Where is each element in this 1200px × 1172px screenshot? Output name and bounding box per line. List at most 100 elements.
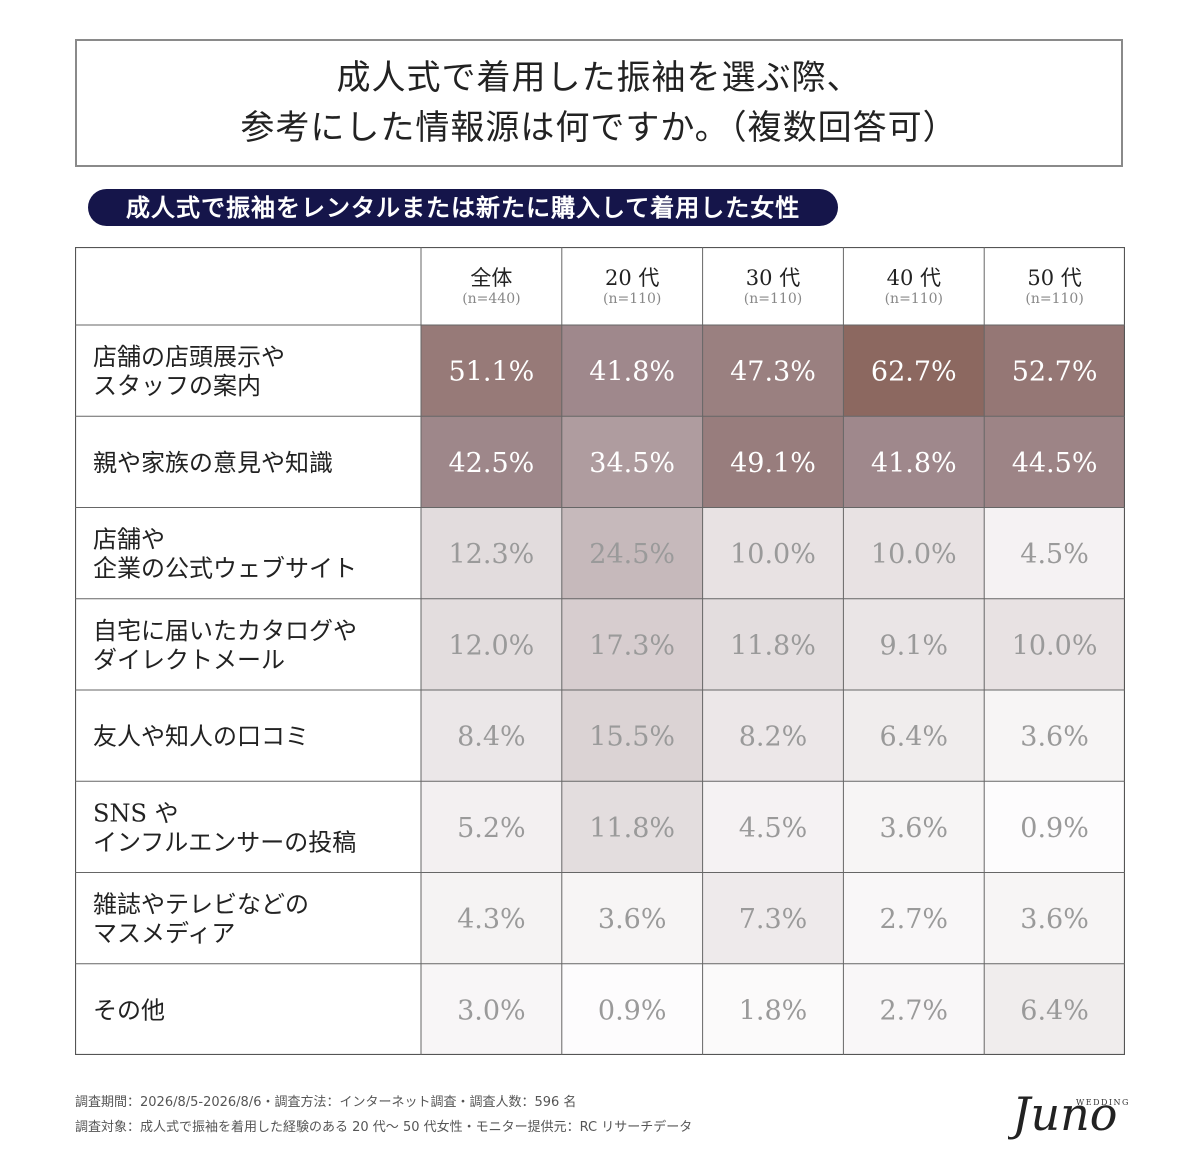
cell-bg-0-1: [561, 325, 703, 417]
cell-bg-5-3: [843, 781, 985, 873]
cell-value-7-2: 1.8%: [739, 995, 808, 1026]
cell-bg-4-4: [984, 690, 1125, 782]
cell-value-6-3: 2.7%: [879, 904, 948, 935]
cell-value-5-2: 4.5%: [739, 813, 808, 844]
cell-value-0-0: 51.1%: [449, 357, 535, 388]
cell-bg-7-2: [702, 963, 844, 1055]
cell-bg-3-1: [561, 598, 703, 690]
juno-logo-art: WEDDINGS Juno: [1004, 1087, 1135, 1141]
cell-bg-6-3: [843, 872, 985, 964]
cell-value-7-3: 2.7%: [879, 995, 948, 1026]
cell-value-6-2: 7.3%: [739, 904, 808, 935]
cell-value-5-1: 11.8%: [589, 813, 675, 844]
cell-value-6-1: 3.6%: [598, 904, 667, 935]
column-header-3: 40 代: [887, 266, 941, 290]
cell-value-7-1: 0.9%: [598, 995, 667, 1026]
footnote-line-2: 調査対象：成人式で振袖を着用した経験のある 20 代〜 50 代女性・モニター提…: [75, 1120, 693, 1135]
row-label-5-1: インフルエンサーの投稿: [93, 828, 356, 856]
cell-value-1-4: 44.5%: [1012, 448, 1098, 479]
table-border: [74, 246, 1126, 1056]
row-label-0-1: スタッフの案内: [93, 372, 261, 400]
column-n-0: (n=440): [462, 291, 520, 307]
cell-value-1-0: 42.5%: [449, 448, 535, 479]
subtitle-pill: 成人式で振袖をレンタルまたは新たに購入して着用した女性: [88, 189, 838, 226]
column-header-0: 全体: [470, 266, 512, 290]
cell-value-4-2: 8.2%: [739, 722, 808, 753]
cell-value-5-0: 5.2%: [457, 813, 526, 844]
logo-main-text: Juno: [1008, 1087, 1117, 1141]
cell-value-2-3: 10.0%: [871, 539, 957, 570]
cell-value-1-1: 34.5%: [589, 448, 675, 479]
cell-bg-3-4: [984, 598, 1125, 690]
cell-bg-5-2: [702, 781, 844, 873]
cell-value-3-0: 12.0%: [449, 630, 535, 661]
cell-bg-1-3: [843, 416, 985, 508]
data-table: 全体 (n=440) 20 代 (n=110) 30 代 (n=110) 40 代 (n=11…: [74, 246, 1126, 1056]
column-n-4: (n=110): [1025, 291, 1083, 307]
cell-value-5-3: 3.6%: [879, 813, 948, 844]
cell-bg-6-4: [984, 872, 1125, 964]
cell-bg-4-2: [702, 690, 844, 782]
cell-bg-7-0: [421, 963, 562, 1055]
cell-value-1-2: 49.1%: [730, 448, 816, 479]
cell-bg-0-4: [984, 325, 1125, 417]
cell-bg-1-1: [561, 416, 703, 508]
cell-bg-2-3: [843, 507, 985, 599]
cell-bg-1-2: [702, 416, 844, 508]
cell-bg-2-4: [984, 507, 1125, 599]
cell-value-0-2: 47.3%: [730, 357, 816, 388]
row-label-1-0: 親や家族の意見や知識: [93, 449, 333, 477]
row-label-3-0: 自宅に届いたカタログや: [93, 617, 357, 645]
cell-bg-5-0: [421, 781, 562, 873]
cell-value-3-1: 17.3%: [589, 630, 675, 661]
column-n-2: (n=110): [744, 291, 802, 307]
column-n-3: (n=110): [885, 291, 943, 307]
footnote-line-1: 調査期間：2026/8/5-2026/8/6・調査方法：インターネット調査・調査…: [75, 1095, 577, 1110]
cell-value-4-1: 15.5%: [589, 722, 675, 753]
title-line-1: 成人式で着用した振袖を選ぶ際、: [336, 58, 862, 98]
cell-bg-2-0: [421, 507, 562, 599]
cell-bg-5-4: [984, 781, 1125, 873]
cell-value-7-4: 6.4%: [1020, 995, 1089, 1026]
cell-bg-0-0: [421, 325, 562, 417]
cell-bg-7-3: [843, 963, 985, 1055]
row-label-2-1: 企業の公式ウェブサイト: [93, 555, 357, 583]
row-label-6-0: 雑誌やテレビなどの: [93, 891, 309, 919]
row-label-3-1: ダイレクトメール: [93, 646, 285, 674]
cell-value-1-3: 41.8%: [871, 448, 957, 479]
cell-bg-4-3: [843, 690, 985, 782]
cell-bg-6-2: [702, 872, 844, 964]
cell-bg-3-0: [421, 598, 562, 690]
title-box: 成人式で着用した振袖を選ぶ際、 参考にした情報源は何ですか。（複数回答可）: [75, 39, 1123, 167]
cell-value-0-3: 62.7%: [871, 357, 957, 388]
cell-bg-0-2: [702, 325, 844, 417]
logo-sub-text: WEDDINGS: [1076, 1098, 1128, 1107]
column-header-1: 20 代: [605, 266, 659, 290]
table-svg: 全体(n=440)20 代(n=110)30 代(n=110)40 代(n=11…: [74, 246, 1126, 1056]
cell-bg-7-4: [984, 963, 1125, 1055]
cell-bg-5-1: [561, 781, 703, 873]
cell-value-4-3: 6.4%: [879, 722, 948, 753]
row-label-4-0: 友人や知人の口コミ: [93, 723, 309, 751]
cell-bg-4-1: [561, 690, 703, 782]
title-line-2: 参考にした情報源は何ですか。（複数回答可）: [240, 108, 958, 148]
row-label-5-0: SNS や: [93, 799, 179, 827]
cell-value-2-4: 4.5%: [1020, 539, 1089, 570]
column-header-4: 50 代: [1027, 266, 1081, 290]
cell-bg-6-0: [421, 872, 562, 964]
column-n-1: (n=110): [603, 291, 661, 307]
cell-value-3-2: 11.8%: [730, 630, 816, 661]
column-header-2: 30 代: [746, 266, 800, 290]
cell-bg-6-1: [561, 872, 703, 964]
cell-bg-1-4: [984, 416, 1125, 508]
cell-value-4-0: 8.4%: [457, 722, 526, 753]
row-label-0-0: 店舗の店頭展示や: [93, 343, 285, 371]
cell-value-2-1: 24.5%: [589, 539, 675, 570]
cell-value-4-4: 3.6%: [1020, 722, 1089, 753]
cell-value-7-0: 3.0%: [457, 995, 526, 1026]
cell-bg-2-2: [702, 507, 844, 599]
row-label-6-1: マスメディア: [93, 920, 235, 948]
cell-value-5-4: 0.9%: [1020, 813, 1089, 844]
cell-value-6-0: 4.3%: [457, 904, 526, 935]
cell-value-2-2: 10.0%: [730, 539, 816, 570]
